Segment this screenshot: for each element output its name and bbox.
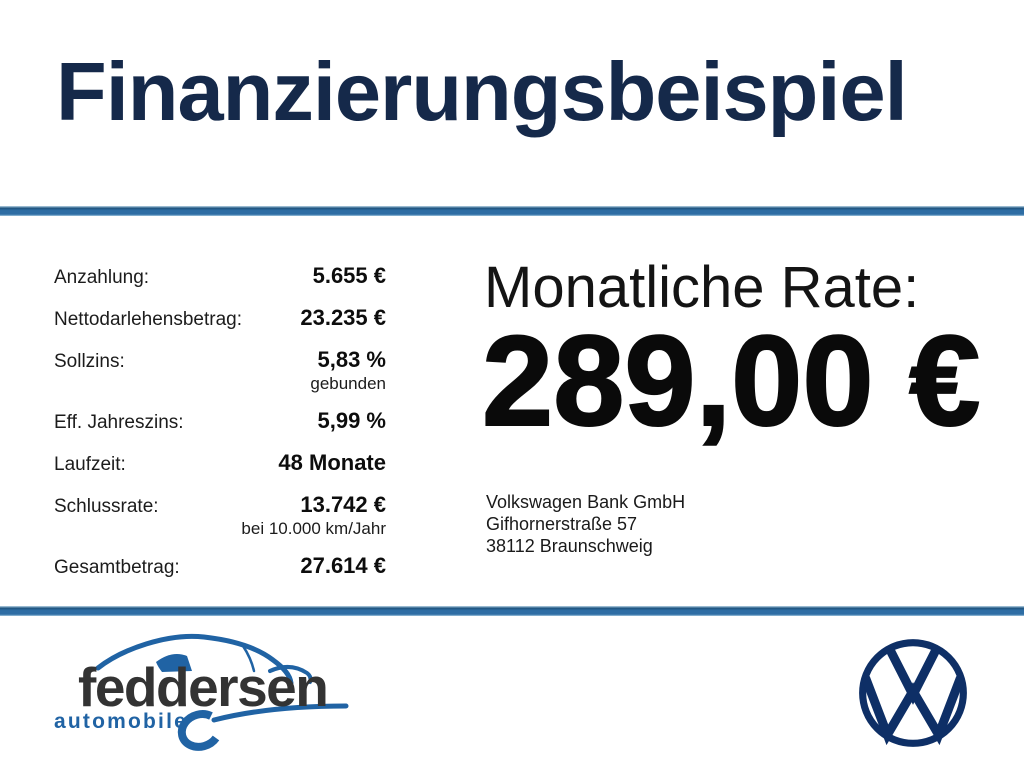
row-label: Eff. Jahreszins: xyxy=(54,412,184,433)
page-title: Finanzierungsbeispiel xyxy=(56,45,908,138)
row-value: 5,83 % xyxy=(317,347,387,372)
dealer-subtitle-text: automobile xyxy=(54,710,188,733)
bank-address: Volkswagen Bank GmbH Gifhornerstraße 57 … xyxy=(486,491,685,557)
row-label: Gesamtbetrag: xyxy=(54,557,180,578)
top-divider-line xyxy=(0,206,1024,216)
row-value: 13.742 € xyxy=(300,492,386,517)
bank-street: Gifhornerstraße 57 xyxy=(486,514,638,534)
row-label: Sollzins: xyxy=(54,351,125,372)
table-row: Schlussrate: 13.742 € bei 10.000 km/Jahr xyxy=(54,492,386,539)
table-row: Eff. Jahreszins: 5,99 % xyxy=(54,409,386,435)
table-row: Anzahlung: 5.655 € xyxy=(54,264,386,290)
row-label: Laufzeit: xyxy=(54,454,126,475)
table-row: Gesamtbetrag: 27.614 € xyxy=(54,554,386,580)
monthly-rate-amount: 289,00 € xyxy=(481,310,981,453)
row-note: gebunden xyxy=(310,374,386,393)
row-value: 5.655 € xyxy=(312,263,386,288)
dealer-name-text: feddersen xyxy=(78,656,327,718)
bank-city: 38112 Braunschweig xyxy=(486,536,653,556)
bank-name: Volkswagen Bank GmbH xyxy=(486,492,686,512)
car-outline-icon xyxy=(95,633,349,751)
bottom-divider-line xyxy=(0,606,1024,616)
row-value: 48 Monate xyxy=(278,450,386,475)
table-row: Sollzins: 5,83 % gebunden xyxy=(54,347,387,394)
wheel-icon xyxy=(177,710,220,751)
row-value: 27.614 € xyxy=(300,553,386,578)
dealer-logo: feddersen automobile xyxy=(54,633,349,751)
row-value: 5,99 % xyxy=(317,408,387,433)
finance-details-table: Anzahlung: 5.655 € Nettodarlehensbetrag:… xyxy=(54,264,386,596)
row-value: 23.235 € xyxy=(300,305,386,330)
vw-logo-icon xyxy=(859,639,967,747)
monthly-rate-heading: Monatliche Rate: xyxy=(484,255,920,320)
table-row: Laufzeit: 48 Monate xyxy=(54,451,386,477)
row-label: Nettodarlehensbetrag: xyxy=(54,309,243,330)
row-label: Schlussrate: xyxy=(54,496,159,517)
table-row: Nettodarlehensbetrag: 23.235 € xyxy=(54,306,386,332)
row-label: Anzahlung: xyxy=(54,267,150,288)
row-note: bei 10.000 km/Jahr xyxy=(241,519,386,538)
